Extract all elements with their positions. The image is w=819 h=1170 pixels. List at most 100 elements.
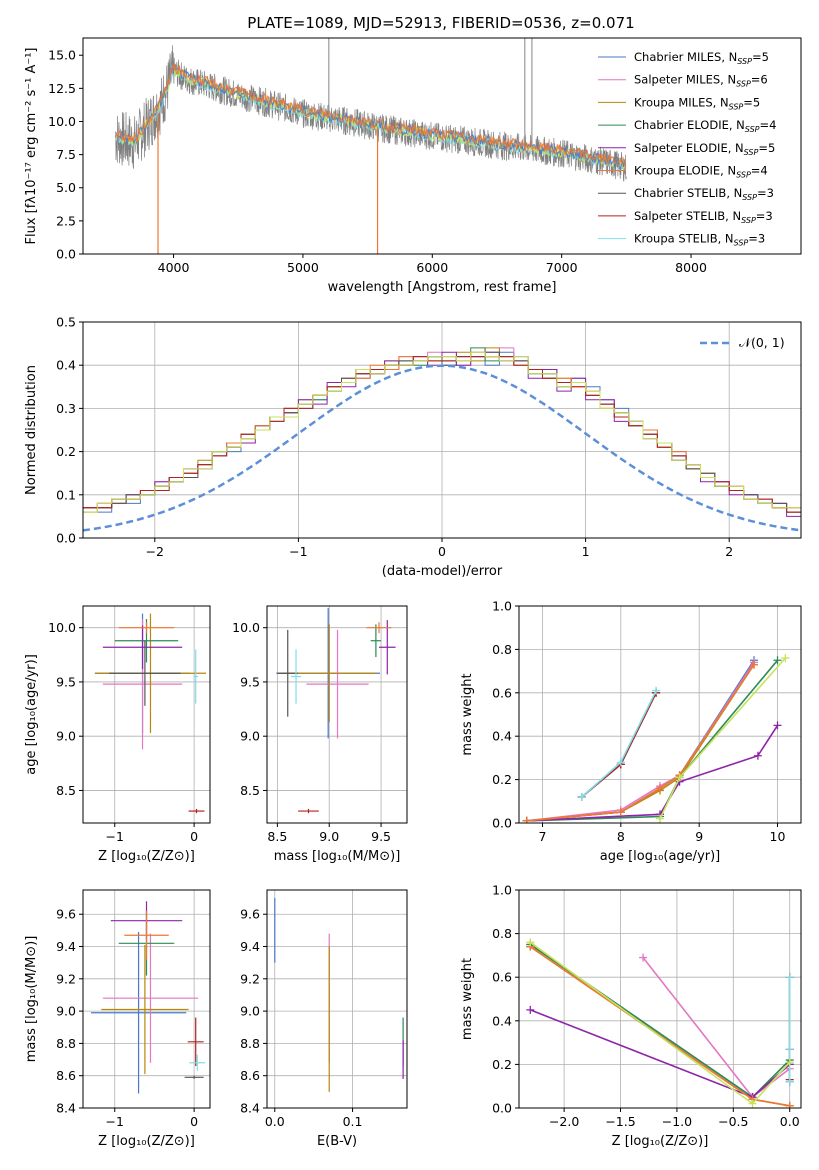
x-axis-label: Z [log₁₀(Z/Z⊙)] bbox=[98, 1134, 195, 1149]
y-tick-label: 0.0 bbox=[56, 531, 76, 546]
y-tick-label: 1.0 bbox=[492, 883, 512, 898]
y-axis-label: mass weight bbox=[460, 673, 475, 755]
x-tick-label: −1 bbox=[289, 544, 307, 559]
y-tick-label: 8.4 bbox=[240, 1101, 260, 1116]
histogram-series bbox=[83, 356, 801, 517]
y-tick-label: 9.0 bbox=[56, 1004, 76, 1019]
mass-vs-metallicity-axes: −1 0 8.4 8.6 8.8 9.0 9.2 9.4 9.6 Z [log₁₀(Z/Z⊙)] m… bbox=[24, 890, 210, 1149]
x-tick-label: 10 bbox=[770, 829, 786, 844]
x-tick-label: −1 bbox=[106, 829, 124, 844]
mass-weight-vs-metallicity-plot bbox=[526, 938, 794, 1108]
mass-vs-metallicity-plot bbox=[90, 901, 206, 1094]
x-tick-label: 0.0 bbox=[780, 1114, 800, 1129]
y-tick-label: 9.0 bbox=[240, 729, 260, 744]
y-tick-label: 8.5 bbox=[56, 783, 76, 798]
normal-curve bbox=[83, 364, 801, 532]
x-tick-label: 0 bbox=[438, 544, 446, 559]
plus-marker bbox=[785, 1077, 794, 1086]
mass-vs-metallicity-frame bbox=[82, 889, 211, 1109]
legend-label: Salpeter STELIB, NSSP=3 bbox=[634, 209, 773, 225]
x-tick-label: −2.0 bbox=[549, 1114, 579, 1129]
plus-marker bbox=[675, 773, 684, 782]
mass-weight-vs-age-plot bbox=[522, 654, 790, 823]
x-tick-label: 9.5 bbox=[371, 829, 391, 844]
plus-marker bbox=[522, 816, 531, 823]
y-tick-label: 10.0 bbox=[232, 620, 260, 635]
y-tick-label: 12.5 bbox=[48, 81, 76, 96]
y-tick-label: 0.2 bbox=[492, 1057, 512, 1072]
mass-weight-vs-age-frame bbox=[518, 605, 802, 824]
x-tick-label: 0.0 bbox=[265, 1114, 285, 1129]
plus-marker bbox=[526, 1005, 535, 1014]
residual-histogram-plot bbox=[83, 347, 801, 532]
plus-marker bbox=[577, 792, 586, 801]
weight-line bbox=[530, 1009, 791, 1099]
x-tick-label: 0.1 bbox=[343, 1114, 363, 1129]
x-tick-label: 9 bbox=[695, 829, 703, 844]
y-tick-label: 8.6 bbox=[240, 1068, 260, 1083]
weight-line bbox=[526, 661, 755, 822]
legend-label: Salpeter ELODIE, NSSP=5 bbox=[634, 141, 775, 157]
y-tick-label: 15.0 bbox=[48, 48, 76, 63]
mass-weight-vs-age-axes: 7 8 9 10 0.0 0.2 0.4 0.6 0.8 1.0 age [log₁₀(age/yr… bbox=[460, 599, 801, 864]
x-tick-label: 8.5 bbox=[267, 829, 287, 844]
x-tick-label: 0 bbox=[190, 829, 198, 844]
mass-vs-extinction-plot bbox=[274, 898, 404, 1092]
y-tick-label: 9.5 bbox=[56, 674, 76, 689]
y-tick-label: 8.5 bbox=[240, 783, 260, 798]
x-tick-label: 5000 bbox=[287, 260, 319, 275]
y-tick-label: 0.6 bbox=[492, 970, 512, 985]
x-tick-label: 1 bbox=[582, 544, 590, 559]
mass-vs-extinction-axes: 0.0 0.1 8.4 8.6 8.8 9.0 9.2 9.4 9.6 E(B-V) bbox=[240, 890, 407, 1149]
y-tick-label: 0.1 bbox=[56, 487, 76, 502]
y-tick-label: 9.0 bbox=[56, 729, 76, 744]
y-tick-label: 10.0 bbox=[48, 114, 76, 129]
legend-label: Chabrier STELIB, NSSP=3 bbox=[634, 186, 774, 202]
x-tick-label: 8 bbox=[617, 829, 625, 844]
legend-label: Kroupa STELIB, NSSP=3 bbox=[634, 232, 765, 248]
plus-marker bbox=[639, 953, 648, 962]
plus-marker bbox=[656, 784, 664, 793]
spectrum-plot bbox=[114, 38, 627, 254]
y-tick-label: 9.6 bbox=[56, 907, 76, 922]
y-tick-label: 8.8 bbox=[240, 1036, 260, 1051]
plus-marker bbox=[616, 808, 625, 817]
x-axis-label: mass [log₁₀(M/M⊙)] bbox=[274, 849, 401, 864]
y-axis-label: Normed distribution bbox=[24, 365, 39, 495]
y-tick-label: 0.5 bbox=[56, 315, 76, 330]
x-tick-label: 4000 bbox=[158, 260, 190, 275]
weight-line bbox=[642, 957, 791, 1099]
x-axis-label: Z [log₁₀(Z/Z⊙)] bbox=[612, 1134, 709, 1149]
plus-marker bbox=[773, 721, 782, 730]
legend-label: Chabrier ELODIE, NSSP=4 bbox=[634, 118, 776, 134]
legend-label: Chabrier MILES, NSSP=5 bbox=[634, 50, 769, 66]
y-tick-label: 1.0 bbox=[492, 599, 512, 614]
model-spectrum-line bbox=[114, 67, 627, 170]
mass-vs-extinction-frame bbox=[266, 889, 408, 1109]
y-tick-label: 8.6 bbox=[56, 1068, 76, 1083]
weight-line bbox=[526, 659, 755, 822]
x-axis-label: age [log₁₀(age/yr)] bbox=[600, 849, 721, 864]
y-tick-label: 0.0 bbox=[492, 816, 512, 831]
mass-weight-vs-metallicity-axes: −2.0 −1.5 −1.0 −0.5 0.0 0.0 0.2 0.4 0.6 0.8 1.0 Z [… bbox=[460, 883, 801, 1149]
x-tick-label: 9.0 bbox=[319, 829, 339, 844]
plus-marker bbox=[785, 973, 794, 982]
spectrum-legend: Chabrier MILES, NSSP=5 Salpeter MILES, NS… bbox=[598, 50, 776, 248]
y-tick-label: 9.4 bbox=[56, 939, 76, 954]
x-tick-label: −1.0 bbox=[662, 1114, 692, 1129]
legend-label: 𝒩(0, 1) bbox=[739, 335, 785, 350]
y-tick-label: 0.8 bbox=[492, 642, 512, 657]
y-tick-label: 0.4 bbox=[56, 358, 76, 373]
x-tick-label: −2 bbox=[146, 544, 164, 559]
residual-histogram-frame bbox=[82, 321, 802, 539]
weight-line bbox=[581, 692, 657, 798]
mass-weight-vs-metallicity-frame bbox=[518, 889, 802, 1109]
plus-marker bbox=[785, 1058, 794, 1067]
y-tick-label: 0.2 bbox=[492, 772, 512, 787]
y-tick-label: 7.5 bbox=[56, 147, 76, 162]
age-vs-metallicity-plot bbox=[94, 613, 207, 814]
age-vs-metallicity-axes: −1 0 8.5 9.0 9.5 10.0 Z [log₁₀(Z/Z⊙)] age [log₁… bbox=[24, 606, 210, 864]
model-spectrum-line bbox=[114, 63, 627, 170]
y-axis-label: mass weight bbox=[460, 958, 475, 1040]
